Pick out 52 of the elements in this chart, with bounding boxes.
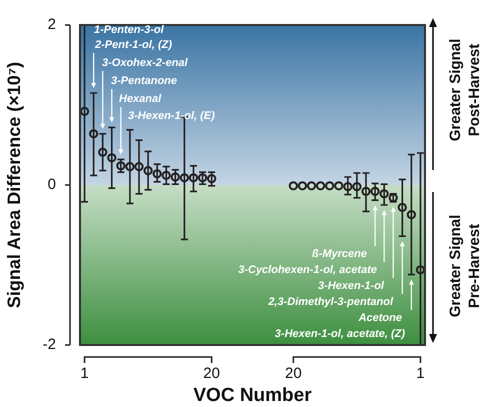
annotation: 3-Pentanone <box>111 75 178 87</box>
point <box>170 172 180 182</box>
point <box>352 182 362 192</box>
point <box>334 181 344 190</box>
point <box>306 181 316 190</box>
point <box>361 186 371 196</box>
text: Greater Signal Pre-Harvest <box>446 214 484 320</box>
annotation: 3-Oxohex-2-enal <box>102 57 189 69</box>
annotation: 1-Penten-3-ol <box>94 24 165 36</box>
x-tick-label: 1 <box>416 365 425 382</box>
x-axis-title: VOC Number <box>193 384 312 406</box>
point <box>80 106 90 116</box>
y-tick-label: 0 <box>48 176 56 194</box>
annotation: 2,3-Dimethyl-3-pentanol <box>267 296 394 308</box>
point <box>162 170 171 180</box>
text: Greater Signal Post-Harvest <box>446 38 484 144</box>
annotation: Hexanal <box>119 93 162 105</box>
point <box>370 186 380 196</box>
annotation: 3-Hexen-1-ol <box>318 280 385 292</box>
point <box>406 210 416 220</box>
point <box>198 173 208 182</box>
point <box>152 169 162 178</box>
x-tick-label: 20 <box>203 365 220 382</box>
point <box>207 174 216 184</box>
y-axis-title: Signal Area Difference (×10⁷) <box>4 62 24 308</box>
annotation: 3-Hexen-1-ol, acetate, (Z) <box>274 328 406 340</box>
point <box>89 129 98 138</box>
y-tick-label: -2 <box>42 336 56 354</box>
point <box>288 181 298 190</box>
annotation: Acetone <box>358 312 402 324</box>
x-tick-label: 20 <box>285 365 302 382</box>
point <box>343 182 352 192</box>
point <box>188 173 198 182</box>
point <box>116 161 126 170</box>
point <box>107 153 116 162</box>
y-tick-label: 2 <box>48 16 56 34</box>
point <box>416 265 426 274</box>
annotation: 3-Hexen-1-ol, (E) <box>128 110 216 122</box>
point <box>298 181 308 190</box>
point <box>98 148 108 157</box>
point <box>125 162 135 172</box>
point <box>380 189 389 198</box>
annotation: 3-Cyclohexen-1-ol, acetate <box>238 264 377 276</box>
annotation: ß-Myrcene <box>312 248 367 260</box>
x-tick-label: 1 <box>80 365 89 382</box>
annotation: 2-Pent-1-ol, (Z) <box>94 39 172 51</box>
point <box>325 181 334 190</box>
point <box>398 202 407 212</box>
point <box>143 166 153 176</box>
point <box>134 162 144 172</box>
point <box>180 173 190 182</box>
point <box>316 181 326 190</box>
